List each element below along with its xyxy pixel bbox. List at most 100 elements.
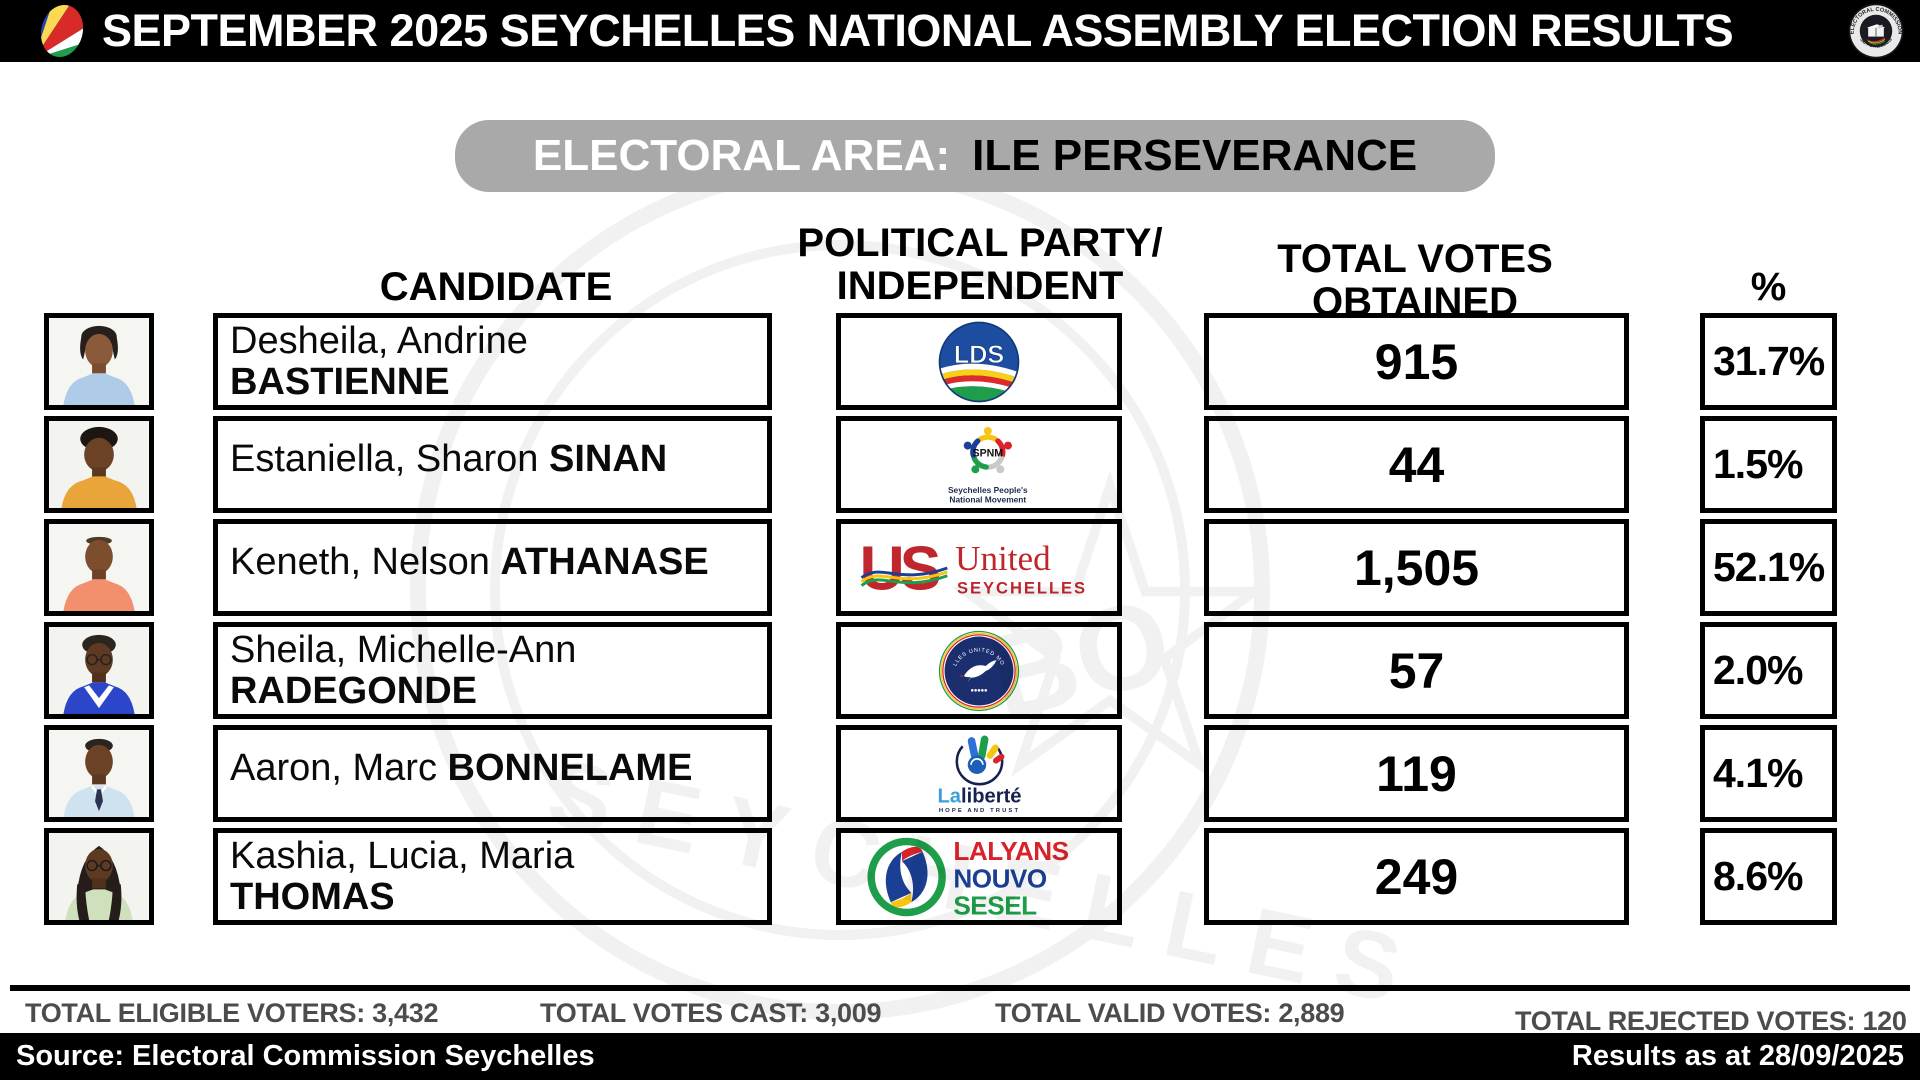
total-eligible-voters: TOTAL ELIGIBLE VOTERS: 3,432: [25, 998, 439, 1029]
percent-value: 1.5%: [1700, 416, 1837, 513]
votes-value: 44: [1204, 416, 1629, 513]
candidate-surname: RADEGONDE: [230, 670, 478, 712]
total-votes-cast-label: TOTAL VOTES CAST:: [540, 998, 808, 1028]
candidate-name: Desheila, Andrine BASTIENNE: [213, 313, 772, 410]
percent-value: 8.6%: [1700, 828, 1837, 925]
seychelles-united-movement-logo-icon: SEYCHELLES UNITED MOVEMENT: [937, 629, 1020, 711]
svg-text:US: US: [859, 534, 939, 603]
percent-value: 52.1%: [1700, 519, 1837, 616]
candidate-photo: [44, 622, 154, 719]
svg-text:National Movement: National Movement: [949, 494, 1026, 504]
svg-text:NOUVO: NOUVO: [953, 863, 1047, 893]
spnm-logo-icon: SPNM Seychelles People's National Moveme…: [948, 426, 1028, 504]
percent-value: 4.1%: [1700, 725, 1837, 822]
total-rejected-votes-label: TOTAL REJECTED VOTES:: [1515, 1006, 1856, 1036]
results-date-text: Results as at 28/09/2025: [1571, 1040, 1904, 1072]
votes-value: 1,505: [1204, 519, 1629, 616]
table-row: Desheila, Andrine BASTIENNE LDS 915 31.7…: [0, 313, 1920, 410]
column-header-party: POLITICAL PARTY/ INDEPENDENT: [760, 222, 1200, 308]
seychelles-flag-icon: [35, 3, 89, 59]
column-header-candidate: CANDIDATE: [379, 265, 613, 309]
candidate-name: Sheila, Michelle-Ann RADEGONDE: [213, 622, 772, 719]
candidate-surname: SINAN: [548, 438, 668, 480]
total-votes-cast-value: 3,009: [815, 998, 882, 1028]
lalyans-nouvo-sesel-logo-icon: LALYANS NOUVO SESEL: [867, 836, 1069, 919]
column-header-party-line1: POLITICAL PARTY/: [797, 221, 1163, 265]
candidate-photo: [44, 828, 154, 925]
party-logo-box: SEYCHELLES UNITED MOVEMENT: [836, 622, 1122, 719]
candidate-name-line: Estaniella, Sharon SINAN: [230, 439, 767, 480]
lds-logo-icon: LDS: [938, 321, 1020, 402]
candidate-given-names: Keneth, Nelson: [230, 541, 490, 583]
total-votes-cast: TOTAL VOTES CAST: 3,009: [540, 998, 882, 1029]
svg-text:LALYANS: LALYANS: [953, 836, 1068, 866]
candidate-photo: [44, 519, 154, 616]
svg-text:SPNM: SPNM: [973, 448, 1004, 460]
table-row: Kashia, Lucia, Maria THOMAS LALYANS NOUV…: [0, 828, 1920, 925]
candidate-given-names: Desheila, Andrine: [230, 320, 528, 362]
total-eligible-voters-value: 3,432: [372, 998, 439, 1028]
party-logo-box: SPNM Seychelles People's National Moveme…: [836, 416, 1122, 513]
candidate-surname: BONNELAME: [447, 747, 693, 789]
svg-text:HOPE AND TRUST: HOPE AND TRUST: [938, 807, 1019, 813]
candidate-photo: [44, 416, 154, 513]
header-bar: SEPTEMBER 2025 SEYCHELLES NATIONAL ASSEM…: [0, 0, 1920, 62]
votes-value: 249: [1204, 828, 1629, 925]
svg-text:SEYCHELLES: SEYCHELLES: [957, 578, 1087, 597]
candidate-given-names: Sheila, Michelle-Ann: [230, 629, 577, 671]
column-header-percent: %: [1750, 265, 1787, 309]
total-eligible-voters-label: TOTAL ELIGIBLE VOTERS:: [25, 998, 365, 1028]
candidate-surname: ATHANASE: [500, 541, 709, 583]
candidate-name: Keneth, Nelson ATHANASE: [213, 519, 772, 616]
votes-value: 915: [1204, 313, 1629, 410]
column-header-votes: TOTAL VOTES OBTAINED: [1270, 238, 1560, 324]
table-row: Keneth, Nelson ATHANASE US United SEYCHE…: [0, 519, 1920, 616]
total-rejected-votes: TOTAL REJECTED VOTES: 120: [1515, 1006, 1907, 1037]
total-valid-votes-value: 2,889: [1278, 998, 1345, 1028]
candidate-surname: BASTIENNE: [230, 361, 450, 403]
totals-divider-line: [10, 985, 1910, 991]
electoral-area-value: ILE PERSEVERANCE: [972, 131, 1418, 180]
column-header-party-line2: INDEPENDENT: [836, 264, 1124, 308]
column-header-votes-line1: TOTAL VOTES: [1277, 237, 1553, 281]
percent-value: 2.0%: [1700, 622, 1837, 719]
candidate-given-names: Aaron, Marc: [230, 747, 437, 789]
votes-value: 57: [1204, 622, 1629, 719]
candidate-name-line: Keneth, Nelson ATHANASE: [230, 542, 767, 583]
candidate-name: Estaniella, Sharon SINAN: [213, 416, 772, 513]
percent-value: 31.7%: [1700, 313, 1837, 410]
table-row: Aaron, Marc BONNELAME Laliberté HOPE AND…: [0, 725, 1920, 822]
party-logo-box: US United SEYCHELLES: [836, 519, 1122, 616]
party-logo-box: LALYANS NOUVO SESEL: [836, 828, 1122, 925]
table-row: Sheila, Michelle-Ann RADEGONDE SEYCHELLE…: [0, 622, 1920, 719]
total-valid-votes-label: TOTAL VALID VOTES:: [995, 998, 1272, 1028]
candidate-given-names: Kashia, Lucia, Maria: [230, 835, 575, 877]
page-title: SEPTEMBER 2025 SEYCHELLES NATIONAL ASSEM…: [102, 5, 1734, 56]
candidate-surname: THOMAS: [230, 876, 395, 918]
candidate-photo: [44, 313, 154, 410]
candidate-name: Aaron, Marc BONNELAME: [213, 725, 772, 822]
laliberte-logo-icon: Laliberté HOPE AND TRUST: [937, 735, 1021, 813]
candidate-name-line: Aaron, Marc BONNELAME: [230, 748, 767, 789]
votes-value: 119: [1204, 725, 1629, 822]
party-logo-box: Laliberté HOPE AND TRUST: [836, 725, 1122, 822]
candidate-name: Kashia, Lucia, Maria THOMAS: [213, 828, 772, 925]
svg-text:Laliberté: Laliberté: [937, 785, 1021, 807]
svg-text:Seychelles People's: Seychelles People's: [948, 485, 1028, 495]
united-seychelles-logo-icon: US United SEYCHELLES: [859, 534, 1087, 603]
svg-text:United: United: [955, 538, 1051, 577]
total-valid-votes: TOTAL VALID VOTES: 2,889: [995, 998, 1345, 1029]
electoral-area-banner: ELECTORAL AREA: ILE PERSEVERANCE: [455, 120, 1495, 192]
svg-text:LDS: LDS: [954, 340, 1004, 368]
candidate-given-names: Estaniella, Sharon: [230, 438, 539, 480]
total-rejected-votes-value: 120: [1862, 1006, 1907, 1036]
electoral-area-label: ELECTORAL AREA:: [532, 131, 951, 180]
source-text: Source: Electoral Commission Seychelles: [16, 1040, 595, 1072]
electoral-commission-seal-icon: ELECTORAL COMMISSION SEYCHELLES: [1848, 3, 1904, 59]
candidate-photo: [44, 725, 154, 822]
footer-bar: Source: Electoral Commission Seychelles …: [0, 1033, 1920, 1080]
svg-text:SESEL: SESEL: [953, 890, 1037, 919]
party-logo-box: LDS: [836, 313, 1122, 410]
column-header-votes-line2: OBTAINED: [1312, 280, 1518, 324]
